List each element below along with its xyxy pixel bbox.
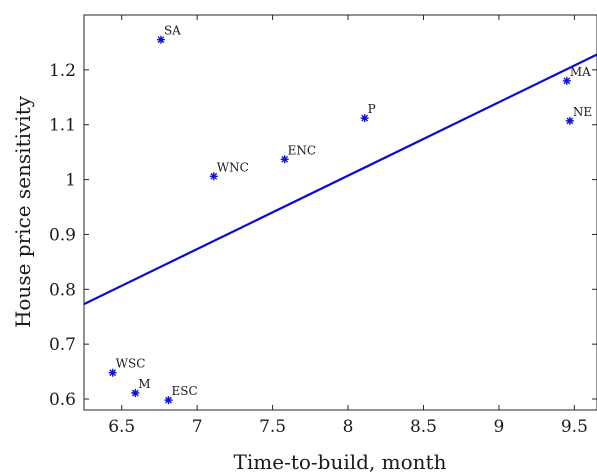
y-tick-label: 1 [65, 171, 76, 191]
x-tick-label: 8.5 [410, 417, 437, 437]
asterisk-marker [209, 172, 218, 181]
x-tick-label: 9.5 [561, 417, 588, 437]
point-label: MA [570, 65, 591, 79]
data-point: ENC [280, 143, 316, 164]
ticks-layer: 6.5 7 7.5 8 8.5 9 9.5 0.6 0.7 0.8 0.9 1 1.1 1.2 [49, 15, 597, 437]
points-layer: SA MA NE P ENC WNC WSC M ESC [108, 24, 592, 405]
y-tick-label: 0.8 [49, 280, 76, 300]
point-label: WNC [217, 160, 249, 174]
y-tick-label: 0.7 [49, 335, 76, 355]
point-label: P [368, 102, 376, 116]
plot-area: 6.5 7 7.5 8 8.5 9 9.5 0.6 0.7 0.8 0.9 1 1.1 1.2 SA MA N… [49, 14, 597, 437]
x-tick-label: 6.5 [108, 417, 135, 437]
asterisk-marker [108, 368, 117, 377]
data-point: ESC [164, 384, 198, 405]
x-tick-label: 7.5 [259, 417, 286, 437]
data-point: M [131, 377, 151, 397]
asterisk-marker [360, 114, 369, 123]
axes-frame [83, 14, 597, 411]
asterisk-marker [565, 116, 574, 125]
y-tick-label: 0.9 [49, 225, 76, 245]
fit-line-layer [83, 53, 597, 306]
data-point: SA [156, 24, 181, 44]
x-tick-label: 9 [494, 417, 505, 437]
y-axis-title: House price sensitivity [11, 95, 35, 328]
data-point: NE [565, 105, 592, 125]
asterisk-marker [131, 388, 140, 397]
asterisk-marker [164, 396, 173, 405]
point-label: M [138, 377, 150, 391]
asterisk-marker [562, 76, 571, 85]
data-point: WNC [209, 160, 249, 181]
point-label: ESC [171, 384, 197, 398]
asterisk-marker [280, 155, 289, 164]
y-tick-label: 1.1 [49, 116, 76, 136]
x-tick-label: 7 [192, 417, 203, 437]
y-tick-label: 0.6 [49, 390, 76, 410]
asterisk-marker [156, 35, 165, 44]
fit-line [83, 53, 597, 306]
y-tick-label: 1.2 [49, 61, 76, 81]
point-label: SA [164, 24, 181, 38]
data-point: MA [562, 65, 591, 85]
x-axis-title: Time-to-build, month [234, 450, 447, 474]
point-label: ENC [288, 143, 316, 157]
point-label: NE [573, 105, 592, 119]
point-label: WSC [116, 357, 146, 371]
data-point: WSC [108, 357, 146, 377]
data-point: P [360, 102, 376, 123]
x-tick-label: 8 [343, 417, 354, 437]
